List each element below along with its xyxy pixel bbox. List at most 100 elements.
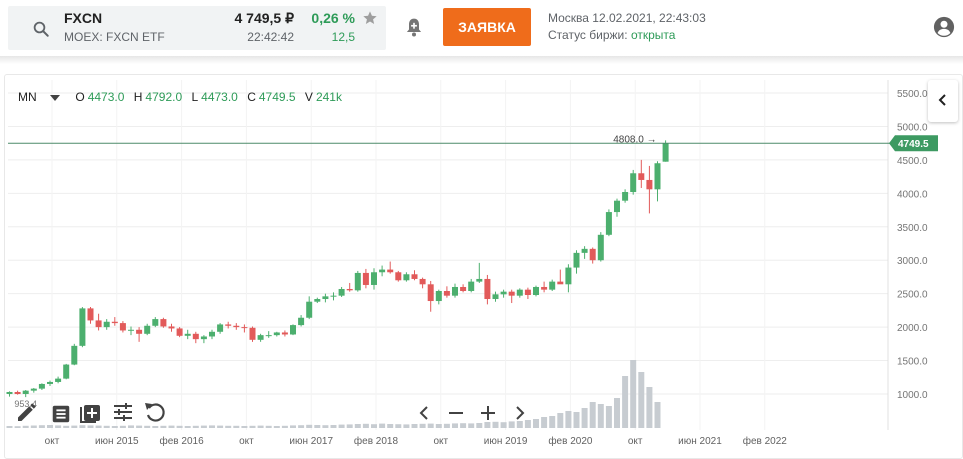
candle-up [452, 286, 458, 296]
candle-up [330, 295, 337, 297]
x-tick-label: фев 2022 [743, 435, 788, 447]
volume-bar [168, 425, 175, 428]
volume-bar [565, 411, 572, 428]
candle-up [290, 325, 296, 335]
y-tick-label: 4000.0 [897, 189, 928, 200]
x-tick-label: июн 2019 [484, 436, 528, 447]
candle-down [427, 284, 434, 302]
y-tick-label: 2000.0 [897, 323, 928, 334]
candle-up [63, 364, 70, 379]
market-status-label: Статус биржи: [548, 28, 628, 42]
y-tick-label: 3500.0 [897, 223, 928, 234]
bell-icon[interactable] [404, 16, 424, 38]
pencil-icon [18, 403, 36, 421]
candle-up [152, 319, 159, 326]
reset-icon [145, 403, 165, 422]
candle-up [468, 281, 475, 291]
candle-up [273, 332, 280, 336]
scroll-right-button[interactable] [509, 403, 531, 425]
collapse-panel-button[interactable] [928, 80, 958, 122]
chevron-down-icon[interactable] [50, 94, 61, 102]
low-value: 4473.0 [201, 90, 238, 104]
volume-bar [30, 425, 37, 428]
x-tick-label: июн 2021 [678, 436, 722, 447]
candle-up [379, 269, 386, 273]
volume-bar [573, 412, 580, 428]
draw-tool-button[interactable] [14, 400, 40, 426]
volume-bar [79, 425, 86, 428]
candle-down [646, 179, 653, 190]
volume-bar [516, 421, 523, 428]
candle-down [160, 319, 167, 327]
search-icon[interactable] [32, 20, 50, 38]
top-bar-shadow [0, 56, 963, 64]
candle-down [419, 278, 426, 285]
y-tick-label: 1500.0 [897, 357, 928, 368]
account-icon[interactable] [933, 16, 955, 38]
candle-up [549, 281, 556, 290]
chart-panel[interactable] [4, 74, 963, 459]
x-tick-label: окт [45, 436, 60, 447]
scroll-left-button[interactable] [413, 403, 435, 425]
volume-bar [427, 423, 434, 428]
y-tick-label: 3000.0 [897, 256, 928, 267]
candle-up [257, 335, 264, 340]
volume-bar [225, 425, 232, 428]
chevron-left-icon [938, 93, 946, 106]
candle-up [22, 390, 29, 394]
volume-bar [435, 424, 442, 428]
candle-up [354, 272, 361, 291]
candle-up [71, 345, 78, 365]
volume-bar [476, 423, 483, 428]
candle-up [573, 252, 580, 268]
volume-bar [128, 425, 134, 428]
volume-bar [524, 420, 531, 428]
candle-down [249, 327, 256, 340]
candle-up [614, 200, 620, 213]
reset-chart-button[interactable] [142, 400, 168, 426]
chevron-right-nav-icon [516, 406, 525, 420]
volume-bar [622, 376, 629, 428]
low-label: L [191, 90, 199, 104]
volume-bar [144, 425, 151, 428]
last-price-label: 4749.5 [898, 139, 929, 150]
timeframe-select[interactable]: MN [18, 90, 37, 104]
candle-up [79, 308, 86, 346]
add-indicator-button[interactable] [78, 400, 104, 426]
volume-bar [176, 425, 183, 428]
close-value: 4749.5 [258, 90, 296, 104]
chart-settings-button[interactable] [110, 400, 136, 426]
market-datetime: Москва 12.02.2021, 22:43:03 [548, 11, 706, 25]
volume-bar [103, 425, 110, 428]
min-value-label: 953.4 [14, 399, 37, 409]
volume-bar [217, 425, 224, 428]
ticker-card[interactable]: FXCN MOEX: FXCN ETF 4 749,5 ₽ 22:42:42 0… [8, 6, 386, 50]
candle-down [87, 308, 94, 321]
candle-up [338, 288, 345, 296]
candle-up [630, 173, 637, 192]
candles [6, 140, 669, 398]
order-button[interactable]: ЗАЯВКА [443, 8, 531, 46]
volume-bar [14, 426, 21, 428]
candle-up [597, 234, 604, 261]
indicators-list-button[interactable] [48, 402, 74, 428]
volume-bar [411, 424, 418, 428]
candle-down [638, 173, 645, 180]
volume-bar [597, 404, 604, 428]
volume-bar [184, 426, 191, 428]
volume-bar [646, 387, 653, 428]
zoom-in-button[interactable] [477, 403, 499, 425]
volume-bar [484, 422, 491, 428]
volume-bar [589, 402, 596, 428]
volume-bar [557, 413, 564, 428]
volume-bar [200, 425, 207, 428]
x-tick-label: фев 2016 [160, 435, 205, 447]
candle-up [565, 267, 572, 285]
volume-bar [395, 424, 402, 428]
star-icon[interactable] [362, 10, 378, 26]
zoom-out-button[interactable] [445, 403, 467, 425]
candle-up [435, 290, 442, 302]
ticker-symbol: FXCN [64, 10, 103, 26]
volume-bar [209, 425, 215, 428]
